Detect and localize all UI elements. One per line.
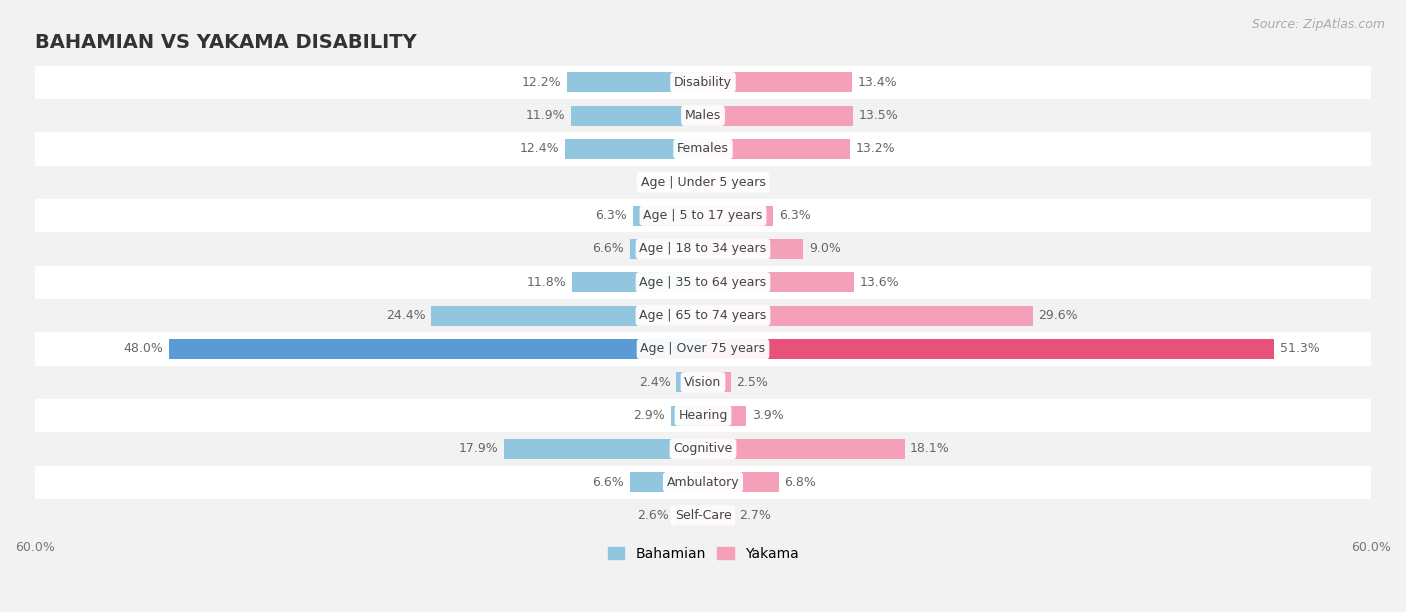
Text: Cognitive: Cognitive	[673, 442, 733, 455]
Bar	[703, 372, 731, 392]
Bar	[703, 173, 714, 192]
Text: 6.3%: 6.3%	[779, 209, 810, 222]
Bar	[35, 365, 1371, 399]
Text: Females: Females	[678, 143, 728, 155]
Bar	[567, 72, 703, 92]
Bar	[703, 239, 803, 259]
Bar	[35, 332, 1371, 365]
Text: 11.9%: 11.9%	[526, 109, 565, 122]
Text: 2.4%: 2.4%	[638, 376, 671, 389]
Bar	[35, 266, 1371, 299]
Bar	[703, 72, 852, 92]
Text: 13.6%: 13.6%	[860, 276, 900, 289]
Text: 48.0%: 48.0%	[124, 343, 163, 356]
Bar	[35, 199, 1371, 233]
Bar	[35, 166, 1371, 199]
Text: 6.3%: 6.3%	[596, 209, 627, 222]
Bar	[633, 206, 703, 226]
Text: Age | 5 to 17 years: Age | 5 to 17 years	[644, 209, 762, 222]
Text: 6.6%: 6.6%	[592, 476, 624, 489]
Bar	[703, 139, 851, 159]
Bar	[35, 466, 1371, 499]
Text: 17.9%: 17.9%	[458, 442, 498, 455]
Bar	[630, 472, 703, 492]
Bar	[432, 305, 703, 326]
Bar	[35, 399, 1371, 432]
Bar	[703, 472, 779, 492]
Bar	[703, 406, 747, 426]
Bar	[671, 406, 703, 426]
Text: 2.6%: 2.6%	[637, 509, 668, 522]
Text: 13.2%: 13.2%	[855, 143, 896, 155]
Bar	[35, 499, 1371, 532]
Text: 6.8%: 6.8%	[785, 476, 815, 489]
Bar	[703, 106, 853, 125]
Bar	[689, 173, 703, 192]
Text: 2.7%: 2.7%	[738, 509, 770, 522]
Text: Vision: Vision	[685, 376, 721, 389]
Text: 51.3%: 51.3%	[1279, 343, 1319, 356]
Bar	[703, 305, 1032, 326]
Text: 2.9%: 2.9%	[633, 409, 665, 422]
Text: 6.6%: 6.6%	[592, 242, 624, 255]
Bar	[565, 139, 703, 159]
Text: 12.4%: 12.4%	[520, 143, 560, 155]
Bar	[35, 65, 1371, 99]
Bar	[703, 206, 773, 226]
Text: Hearing: Hearing	[678, 409, 728, 422]
Text: Age | Under 5 years: Age | Under 5 years	[641, 176, 765, 189]
Text: 24.4%: 24.4%	[387, 309, 426, 322]
Text: 18.1%: 18.1%	[910, 442, 950, 455]
Bar	[673, 506, 703, 526]
Bar	[35, 432, 1371, 466]
Bar	[35, 132, 1371, 166]
Text: 13.4%: 13.4%	[858, 76, 897, 89]
Text: Age | 35 to 64 years: Age | 35 to 64 years	[640, 276, 766, 289]
Bar	[703, 339, 1274, 359]
Bar	[572, 272, 703, 293]
Bar	[35, 233, 1371, 266]
Bar	[703, 506, 733, 526]
Legend: Bahamian, Yakama: Bahamian, Yakama	[602, 542, 804, 567]
Bar	[571, 106, 703, 125]
Text: 1.3%: 1.3%	[651, 176, 683, 189]
Bar	[169, 339, 703, 359]
Text: 2.5%: 2.5%	[737, 376, 768, 389]
Bar	[503, 439, 703, 459]
Bar	[35, 299, 1371, 332]
Text: 29.6%: 29.6%	[1038, 309, 1078, 322]
Text: Age | Over 75 years: Age | Over 75 years	[641, 343, 765, 356]
Bar	[35, 99, 1371, 132]
Text: BAHAMIAN VS YAKAMA DISABILITY: BAHAMIAN VS YAKAMA DISABILITY	[35, 33, 416, 52]
Bar	[676, 372, 703, 392]
Text: Age | 65 to 74 years: Age | 65 to 74 years	[640, 309, 766, 322]
Text: Self-Care: Self-Care	[675, 509, 731, 522]
Text: Age | 18 to 34 years: Age | 18 to 34 years	[640, 242, 766, 255]
Text: Source: ZipAtlas.com: Source: ZipAtlas.com	[1251, 18, 1385, 31]
Bar	[703, 272, 855, 293]
Text: 1.0%: 1.0%	[720, 176, 752, 189]
Text: 13.5%: 13.5%	[859, 109, 898, 122]
Text: 9.0%: 9.0%	[808, 242, 841, 255]
Text: 12.2%: 12.2%	[522, 76, 561, 89]
Text: Males: Males	[685, 109, 721, 122]
Bar	[703, 439, 904, 459]
Text: 11.8%: 11.8%	[526, 276, 567, 289]
Bar	[630, 239, 703, 259]
Text: Disability: Disability	[673, 76, 733, 89]
Text: Ambulatory: Ambulatory	[666, 476, 740, 489]
Text: 3.9%: 3.9%	[752, 409, 783, 422]
